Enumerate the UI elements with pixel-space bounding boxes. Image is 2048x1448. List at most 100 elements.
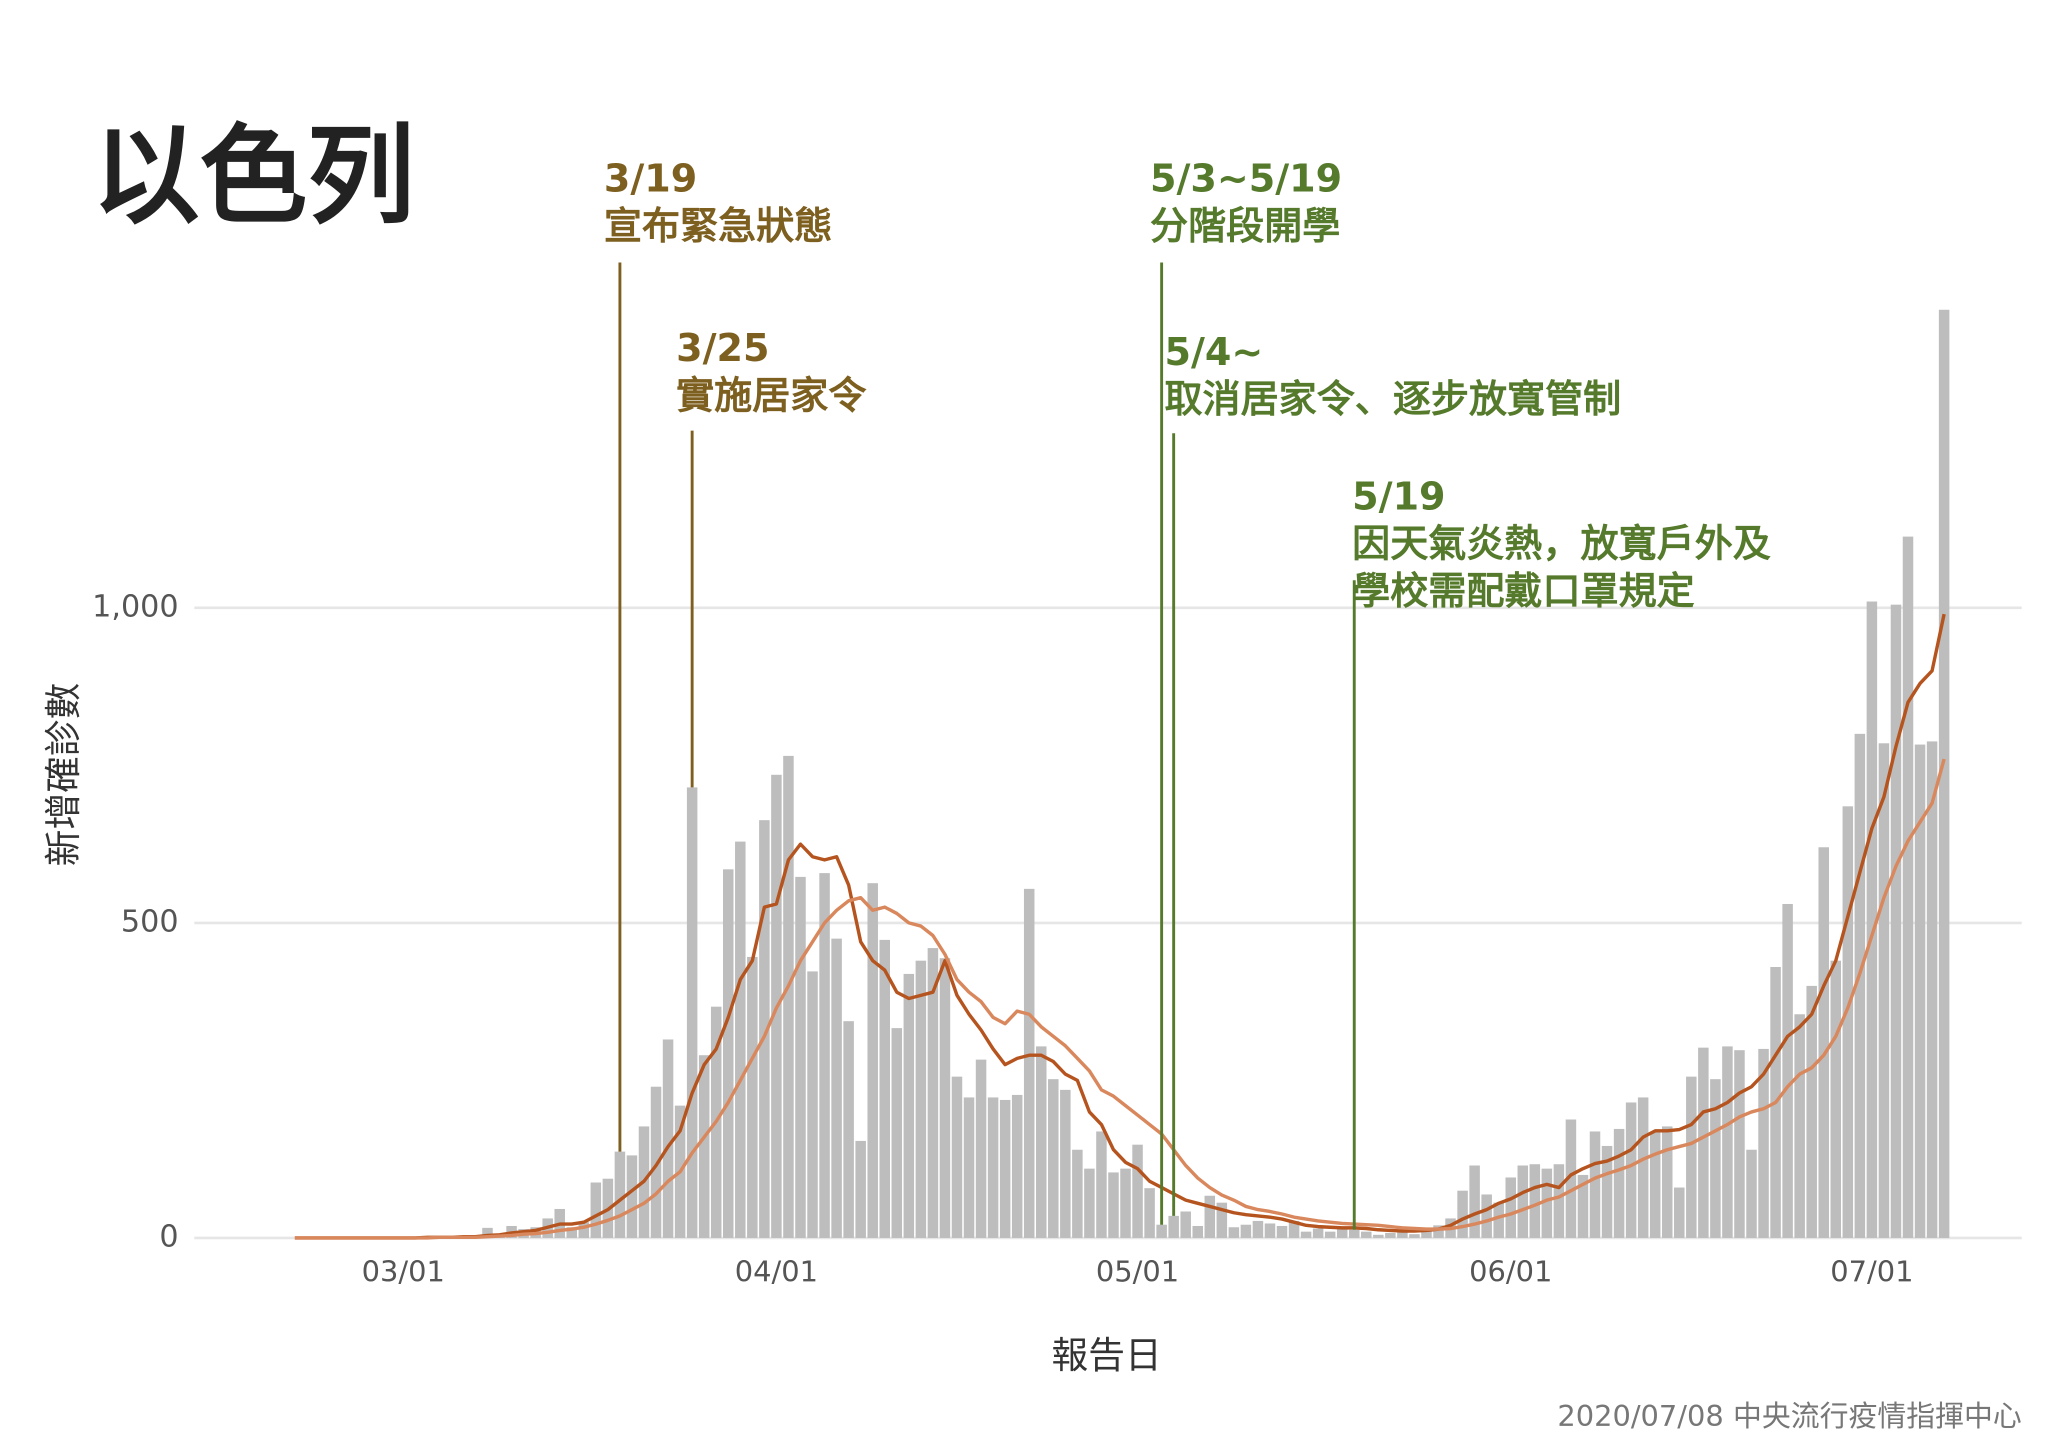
bar bbox=[1252, 1220, 1264, 1238]
bar bbox=[1529, 1164, 1541, 1238]
bar bbox=[1264, 1223, 1276, 1238]
bar bbox=[843, 1021, 854, 1238]
bar bbox=[1649, 1131, 1661, 1238]
bar bbox=[1240, 1224, 1252, 1238]
bar bbox=[1601, 1145, 1613, 1238]
annotation-text: 學校需配戴口罩規定 bbox=[1352, 569, 1695, 613]
bar bbox=[1011, 1094, 1023, 1238]
bar bbox=[1312, 1228, 1324, 1238]
bar bbox=[1866, 601, 1878, 1238]
annotation-text: 5/19 bbox=[1352, 474, 1445, 518]
bar bbox=[1361, 1231, 1372, 1238]
bar bbox=[819, 873, 830, 1238]
bar bbox=[1637, 1097, 1649, 1238]
bar bbox=[1180, 1211, 1191, 1238]
bar bbox=[1336, 1227, 1348, 1238]
bar bbox=[735, 841, 746, 1238]
bar bbox=[1854, 733, 1866, 1238]
bar bbox=[1902, 536, 1914, 1238]
annotation-text: 5/3~5/19 bbox=[1150, 157, 1342, 201]
bar bbox=[987, 1097, 999, 1238]
bar bbox=[1023, 888, 1035, 1238]
bar bbox=[1120, 1168, 1131, 1238]
bar bbox=[1674, 1187, 1685, 1238]
bar bbox=[795, 876, 806, 1238]
bar bbox=[1156, 1224, 1167, 1238]
bar bbox=[1168, 1215, 1179, 1238]
bar bbox=[1613, 1128, 1625, 1238]
bar bbox=[1782, 903, 1793, 1238]
bar bbox=[686, 787, 698, 1238]
bar bbox=[1878, 743, 1890, 1238]
annotation-text: 宣布緊急狀態 bbox=[604, 204, 832, 248]
annotation-text: 實施居家令 bbox=[676, 373, 867, 417]
bar bbox=[1035, 1046, 1047, 1238]
bar bbox=[939, 958, 951, 1238]
bar bbox=[566, 1227, 578, 1238]
bar bbox=[1541, 1168, 1553, 1238]
bar bbox=[1433, 1225, 1444, 1238]
bar bbox=[626, 1155, 638, 1238]
bar bbox=[1481, 1194, 1492, 1238]
bar bbox=[482, 1227, 493, 1238]
bar bbox=[1722, 1046, 1733, 1238]
bar bbox=[1842, 806, 1854, 1238]
bar bbox=[1385, 1232, 1396, 1238]
bar bbox=[1108, 1172, 1119, 1238]
bar bbox=[1096, 1131, 1107, 1238]
bar bbox=[723, 869, 734, 1238]
bar bbox=[1565, 1119, 1577, 1238]
bar bbox=[1914, 744, 1926, 1238]
bar bbox=[1048, 1079, 1059, 1238]
x-tick-label: 05/01 bbox=[1096, 1254, 1179, 1288]
bar bbox=[927, 948, 939, 1238]
bar bbox=[1192, 1225, 1203, 1238]
bar bbox=[1288, 1220, 1300, 1238]
bar bbox=[1938, 309, 1950, 1238]
bar bbox=[1710, 1079, 1721, 1238]
bar bbox=[1060, 1089, 1071, 1238]
bar bbox=[1072, 1149, 1083, 1238]
bar bbox=[903, 973, 915, 1238]
bar bbox=[1084, 1168, 1095, 1238]
bar bbox=[975, 1059, 987, 1238]
bar bbox=[698, 1055, 710, 1238]
bar bbox=[879, 939, 891, 1238]
bar bbox=[1228, 1227, 1240, 1238]
bar bbox=[1818, 847, 1829, 1238]
annotation-text: 5/4~ bbox=[1164, 330, 1263, 374]
bar bbox=[1505, 1177, 1516, 1238]
annotation-text: 分階段開學 bbox=[1150, 204, 1340, 248]
bar bbox=[1589, 1131, 1601, 1238]
bar bbox=[831, 938, 842, 1238]
annotation-text: 3/19 bbox=[604, 157, 697, 201]
bar bbox=[1830, 960, 1842, 1238]
bar bbox=[747, 956, 758, 1238]
chart-title: 以色列 bbox=[92, 114, 415, 239]
bar bbox=[1890, 604, 1902, 1238]
bar bbox=[783, 755, 794, 1238]
bar bbox=[1746, 1149, 1757, 1238]
annotation-text: 3/25 bbox=[676, 326, 769, 370]
bar bbox=[590, 1182, 602, 1238]
y-axis-label: 新增確診數 bbox=[42, 683, 85, 867]
bar bbox=[1625, 1102, 1637, 1238]
bar bbox=[1806, 985, 1817, 1238]
bar bbox=[1794, 1014, 1805, 1238]
bar bbox=[1517, 1165, 1529, 1238]
bar bbox=[1577, 1174, 1589, 1238]
x-axis-label: 報告日 bbox=[1052, 1334, 1162, 1377]
x-tick-label: 07/01 bbox=[1830, 1254, 1913, 1288]
bar bbox=[1698, 1047, 1709, 1238]
bar bbox=[807, 971, 818, 1238]
bar bbox=[1553, 1164, 1565, 1238]
bar bbox=[1469, 1165, 1480, 1238]
bar bbox=[662, 1039, 674, 1238]
bar bbox=[759, 820, 770, 1238]
bar bbox=[1144, 1188, 1155, 1238]
annotation-text: 取消居家令、逐步放寬管制 bbox=[1164, 377, 1621, 421]
x-tick-label: 03/01 bbox=[362, 1254, 445, 1288]
bar bbox=[1409, 1234, 1420, 1238]
x-tick-label: 06/01 bbox=[1469, 1254, 1552, 1288]
